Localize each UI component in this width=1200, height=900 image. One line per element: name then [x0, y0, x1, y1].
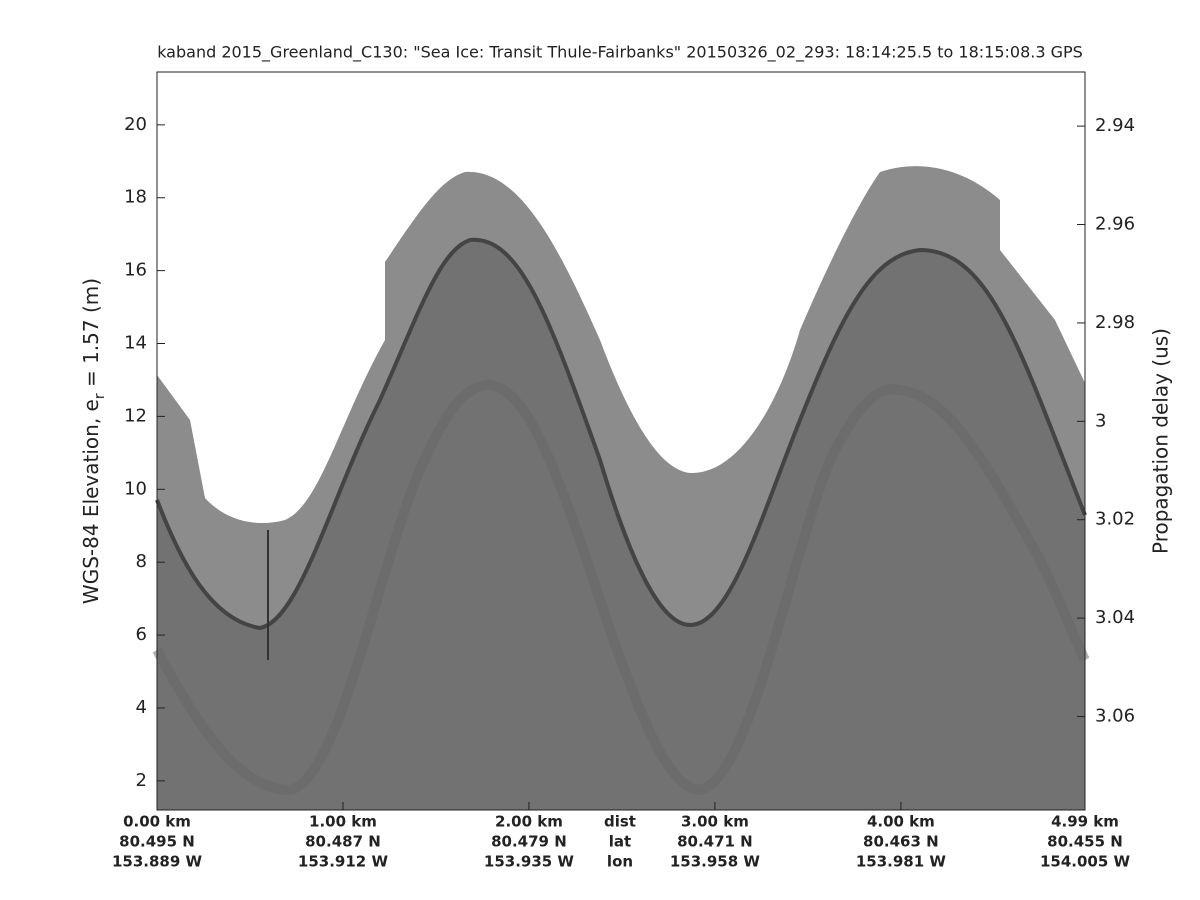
- y2-tick-label: 2.98: [1095, 312, 1135, 333]
- y2-tick-label: 3.06: [1095, 706, 1135, 727]
- lon-label: 153.889 W: [112, 853, 203, 871]
- y2-tick-label: 3.02: [1095, 509, 1135, 530]
- lon-label: 153.912 W: [298, 853, 389, 871]
- y-tick-label: 20: [124, 114, 147, 135]
- y2-tick-label: 2.96: [1095, 214, 1135, 235]
- lat-label: 80.463 N: [863, 833, 939, 851]
- row-name: lon: [607, 853, 633, 871]
- y-axis-label: WGS-84 Elevation, er = 1.57 (m): [79, 278, 109, 604]
- y-tick-label: 8: [136, 551, 147, 572]
- x-tick-label: 2.00 km: [495, 813, 563, 831]
- y-tick-label: 4: [136, 697, 147, 718]
- echogram-image: [152, 72, 1090, 811]
- y-tick-label: 2: [136, 770, 147, 791]
- y-tick-label: 6: [136, 624, 147, 645]
- x-tick-label: 0.00 km: [123, 813, 191, 831]
- y2-axis-label: Propagation delay (us): [1149, 328, 1173, 554]
- y2-tick-label: 3: [1095, 410, 1106, 431]
- lat-label: 80.487 N: [305, 833, 381, 851]
- lat-label: 80.495 N: [119, 833, 195, 851]
- y2-tick-label: 3.04: [1095, 607, 1135, 628]
- chart-title: kaband 2015_Greenland_C130: "Sea Ice: Tr…: [157, 43, 1083, 63]
- y-tick-label: 12: [124, 405, 147, 426]
- lon-label: 153.935 W: [484, 853, 575, 871]
- lat-label: 80.455 N: [1047, 833, 1123, 851]
- x-tick-label: 3.00 km: [681, 813, 749, 831]
- y-tick-label: 16: [124, 260, 147, 281]
- plot-frame: [156, 71, 1086, 811]
- y-label-after: = 1.57 (m): [79, 278, 103, 393]
- y2-tick-label: 2.94: [1095, 115, 1135, 136]
- surface-echo: [155, 237, 1087, 631]
- row-name: dist: [604, 813, 636, 831]
- lon-label: 153.981 W: [856, 853, 947, 871]
- lon-label: 153.958 W: [670, 853, 761, 871]
- x-tick-label: 1.00 km: [309, 813, 377, 831]
- x-tick-label: 4.00 km: [867, 813, 935, 831]
- y-tick-label: 18: [124, 187, 147, 208]
- y-tick-label: 10: [124, 478, 147, 499]
- deep-echo: [152, 379, 1090, 796]
- y-tick-label: 14: [124, 333, 147, 354]
- y-label-sub: r: [92, 393, 108, 399]
- x-tick-label: 4.99 km: [1051, 813, 1119, 831]
- lat-label: 80.471 N: [677, 833, 753, 851]
- lon-label: 154.005 W: [1040, 853, 1131, 871]
- lat-label: 80.479 N: [491, 833, 567, 851]
- y-label-text: WGS-84 Elevation, e: [79, 399, 103, 604]
- row-name: lat: [609, 833, 631, 851]
